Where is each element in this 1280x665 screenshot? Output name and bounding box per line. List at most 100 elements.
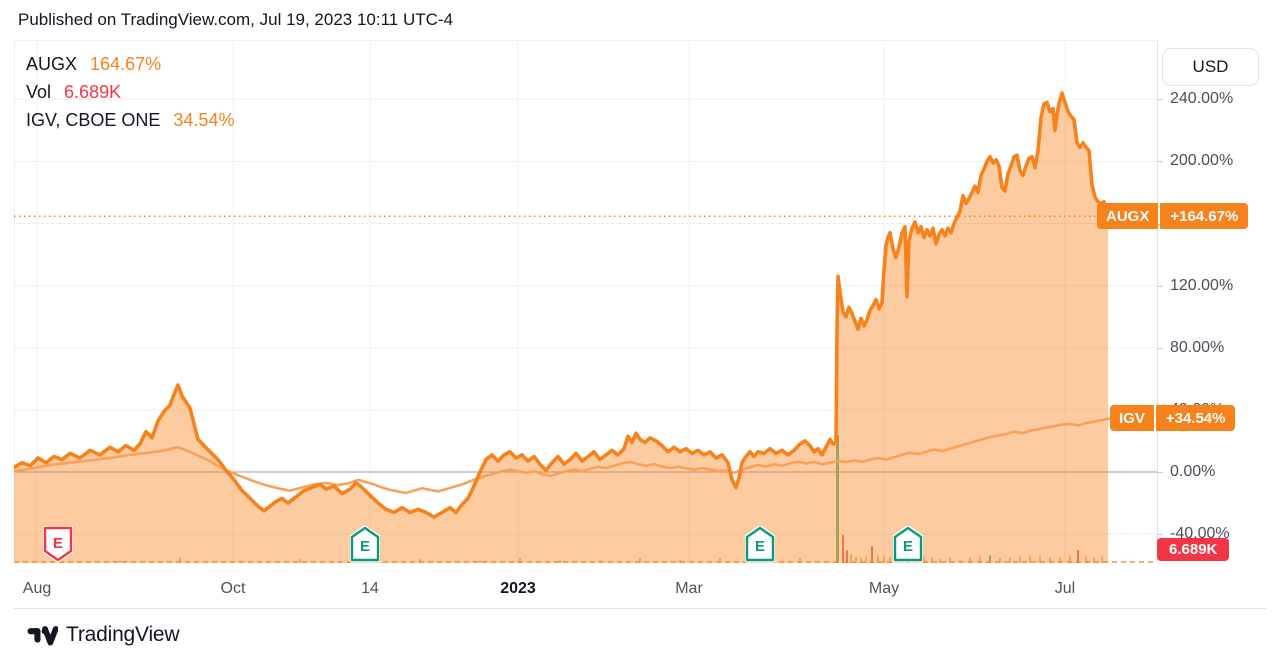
volume-bar [299,559,301,563]
volume-bar [719,557,721,563]
x-axis-label[interactable]: Jul [1054,580,1076,597]
svg-text:E: E [53,535,63,552]
igv-badge-symbol: IGV [1110,405,1154,432]
tradingview-brand-text: TradingView [66,623,180,646]
volume-bar [1029,555,1031,563]
volume-bar [1059,557,1061,563]
volume-bar [1049,557,1051,563]
earnings-marker-red[interactable]: E [42,525,74,563]
y-axis-label[interactable]: 240.00% [1170,90,1234,108]
svg-text:E: E [903,538,913,555]
volume-bar [119,560,121,563]
volume-bar [939,559,941,563]
augx-badge-value: +164.67% [1160,203,1249,230]
volume-bar [836,435,839,563]
y-axis-label[interactable]: 200.00% [1170,152,1234,170]
volume-bar [923,556,925,563]
x-axis-label[interactable]: Mar [675,580,703,597]
y-axis-tick-mark [1157,161,1163,163]
igv-last-price-badge: IGV +34.54% [1110,405,1236,432]
volume-bar [865,556,867,563]
volume-bar [850,554,852,563]
volume-bar [877,555,879,563]
volume-bar [1101,556,1103,563]
time-axis[interactable] [14,563,1266,609]
volume-bar [479,560,481,563]
volume-bar [999,557,1001,563]
volume-bar [519,557,521,563]
volume-bar [419,559,421,563]
volume-bar [179,557,181,563]
volume-bar [855,556,857,563]
tradingview-logo-icon [27,626,58,646]
legend-symbol: IGV, CBOE ONE [26,110,161,130]
volume-bar [1009,557,1011,563]
y-axis-tick-mark [1157,472,1163,473]
chart-legend: AUGX 164.67% Vol 6.689K IGV, CBOE ONE 34… [26,50,234,134]
volume-bar [1039,556,1041,563]
earnings-marker-teal[interactable]: E [349,525,381,563]
volume-bar [949,557,951,563]
currency-usd-button[interactable]: USD [1162,48,1259,86]
published-header: Published on TradingView.com, Jul 19, 20… [18,10,454,29]
x-axis-label[interactable]: 2023 [500,580,536,597]
volume-bar [679,559,681,563]
x-axis-label[interactable]: Aug [22,580,52,597]
legend-symbol: Vol [26,82,52,102]
volume-bar [846,550,848,563]
price-chart[interactable] [14,40,1157,563]
y-axis-label[interactable]: 120.00% [1170,276,1234,294]
volume-bar [969,557,971,563]
y-axis-label[interactable]: -40.00% [1170,525,1230,543]
augx-last-price-badge: AUGX +164.67% [1097,203,1249,230]
volume-bar [639,557,641,563]
legend-row-igv[interactable]: IGV, CBOE ONE 34.54% [26,106,234,134]
volume-bar [889,557,891,563]
tradingview-branding[interactable]: TradingView [26,622,180,648]
volume-bar [931,557,933,563]
volume-value-badge: 6.689K [1157,538,1230,561]
volume-bar [1069,555,1071,563]
augx-line [14,91,1110,519]
volume-bar [1019,556,1021,563]
volume-bar [871,546,873,563]
x-axis-label[interactable]: May [868,580,900,597]
legend-row-volume[interactable]: Vol 6.689K [26,78,234,106]
volume-bar [1085,556,1087,563]
y-axis-label[interactable]: 0.00% [1170,463,1216,480]
earnings-marker-teal[interactable]: E [744,525,776,563]
legend-value: 34.54% [173,110,235,130]
augx-area-fill [14,93,1108,563]
legend-row-augx[interactable]: AUGX 164.67% [26,50,234,78]
y-axis-tick-mark [1157,347,1163,349]
x-axis-label[interactable]: 14 [361,580,379,597]
augx-badge-symbol: AUGX [1097,203,1159,230]
y-axis-tick-mark [1157,285,1163,287]
legend-symbol: AUGX [26,54,78,74]
y-axis-tick-mark [1157,99,1163,101]
igv-line [14,417,1112,495]
volume-bar [883,556,885,563]
chart-plot-frame [14,40,1158,564]
legend-value: 6.689K [64,82,122,102]
y-axis-tick-mark [1157,223,1163,225]
volume-bar [979,556,981,563]
volume-bar [1077,550,1079,563]
volume-bar [989,555,991,563]
volume-bar [959,559,961,563]
y-axis-label[interactable]: 80.00% [1170,338,1225,356]
volume-bar [860,557,862,563]
volume-bar [599,559,601,563]
svg-text:E: E [755,538,765,555]
legend-value: 164.67% [90,54,162,74]
earnings-marker-teal[interactable]: E [892,525,924,563]
volume-bar [799,557,801,563]
igv-badge-value: +34.54% [1155,405,1236,432]
volume-bar [1093,557,1095,563]
volume-bar [842,534,844,563]
volume-bar [559,559,561,563]
y-axis-tick-mark [1157,534,1163,536]
price-axis-separator [1157,40,1158,608]
x-axis-label[interactable]: Oct [220,580,246,597]
